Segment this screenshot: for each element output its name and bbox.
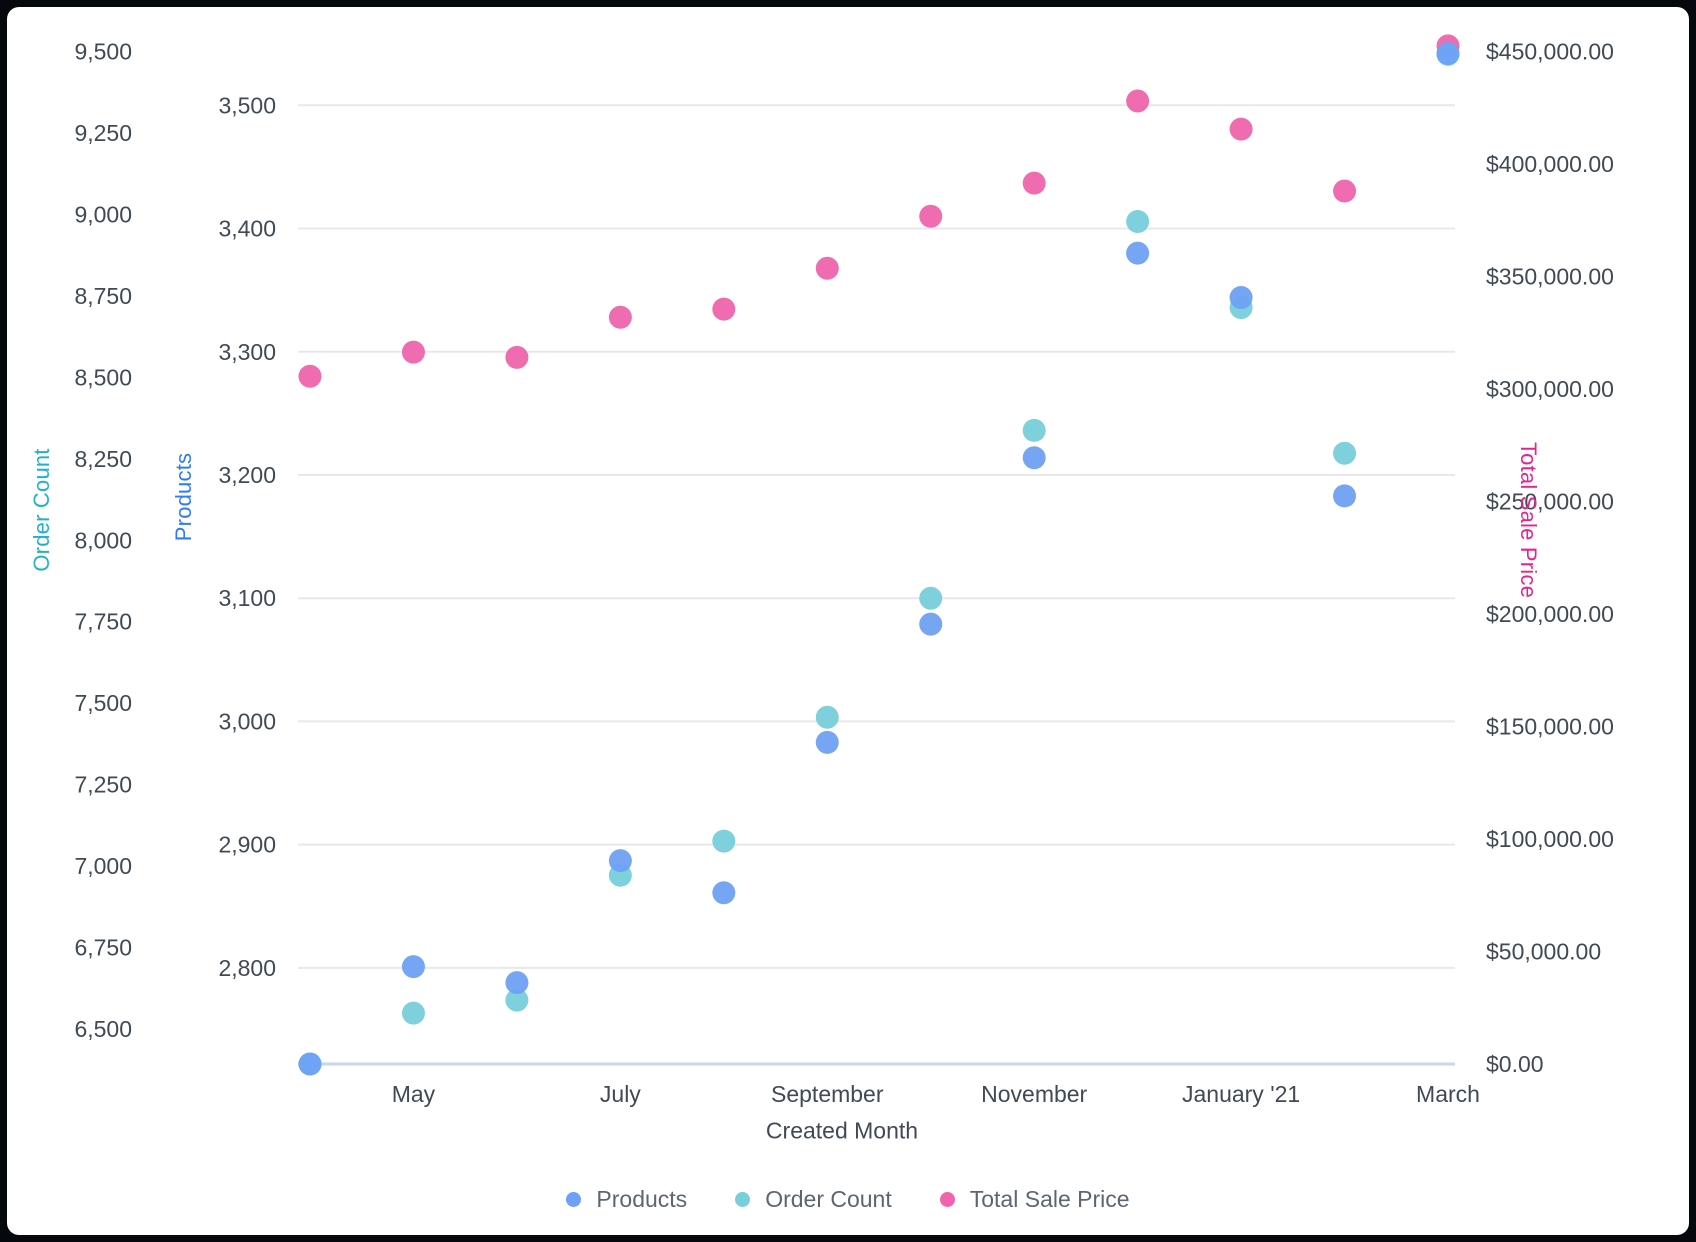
point-total-sale-price-august[interactable] — [712, 297, 736, 321]
point-products-march[interactable] — [1436, 42, 1460, 66]
point-order-count-may[interactable] — [401, 1001, 425, 1025]
y-tick-label-order-count: 7,500 — [74, 690, 132, 716]
point-products-september[interactable] — [815, 730, 839, 754]
y-tick-label-total-sale-price: $100,000.00 — [1486, 826, 1614, 852]
point-products-december[interactable] — [1126, 241, 1150, 265]
x-tick-label: March — [1416, 1081, 1480, 1107]
y-tick-label-total-sale-price: $0.00 — [1486, 1051, 1544, 1077]
y-tick-label-order-count: 6,750 — [74, 935, 132, 961]
y-tick-label-order-count: 6,500 — [74, 1016, 132, 1042]
legend-item-products[interactable]: Products — [566, 1186, 687, 1213]
point-total-sale-price-july[interactable] — [608, 305, 632, 329]
y-tick-label-order-count: 9,500 — [74, 38, 132, 64]
legend-label: Total Sale Price — [969, 1185, 1130, 1212]
point-total-sale-price-january-21[interactable] — [1229, 117, 1253, 141]
y-tick-label-order-count: 8,750 — [74, 283, 132, 309]
point-total-sale-price-june[interactable] — [505, 345, 529, 369]
point-products-july[interactable] — [608, 849, 632, 873]
x-axis-title: Created Month — [765, 1117, 919, 1144]
point-total-sale-price-october[interactable] — [919, 204, 943, 228]
legend-dot-products — [566, 1191, 582, 1207]
point-total-sale-price-may[interactable] — [401, 340, 425, 364]
point-products-november[interactable] — [1022, 446, 1046, 470]
point-products-february[interactable] — [1333, 484, 1357, 508]
point-total-sale-price-april[interactable] — [298, 364, 322, 388]
y-tick-label-products: 3,100 — [218, 585, 276, 611]
y-tick-label-order-count: 7,000 — [74, 853, 132, 879]
legend-dot-order-count — [735, 1191, 751, 1207]
y-tick-label-order-count: 9,000 — [74, 201, 132, 227]
point-total-sale-price-december[interactable] — [1126, 89, 1150, 113]
y-tick-label-products: 3,000 — [218, 708, 276, 734]
y-tick-label-total-sale-price: $300,000.00 — [1486, 376, 1614, 402]
y-tick-label-total-sale-price: $250,000.00 — [1486, 488, 1614, 514]
x-tick-label: January '21 — [1182, 1081, 1300, 1107]
y-tick-label-products: 3,500 — [218, 92, 276, 118]
point-total-sale-price-september[interactable] — [815, 256, 839, 280]
point-products-october[interactable] — [919, 612, 943, 636]
y-axis-title-order-count: Order Count — [29, 448, 54, 572]
point-order-count-august[interactable] — [712, 829, 736, 853]
y-tick-label-order-count: 8,500 — [74, 364, 132, 390]
y-tick-label-total-sale-price: $50,000.00 — [1486, 938, 1601, 964]
x-tick-label: November — [981, 1081, 1087, 1107]
point-order-count-december[interactable] — [1126, 210, 1150, 234]
y-axis-title-total-sale-price: Total Sale Price — [1516, 441, 1541, 599]
point-products-june[interactable] — [505, 971, 529, 995]
point-order-count-february[interactable] — [1333, 441, 1357, 465]
point-products-august[interactable] — [712, 881, 736, 905]
point-order-count-september[interactable] — [815, 705, 839, 729]
legend-item-total-sale-price[interactable]: Total Sale Price — [939, 1185, 1130, 1213]
y-tick-label-products: 3,200 — [218, 462, 276, 488]
point-total-sale-price-february[interactable] — [1333, 179, 1357, 203]
legend-label: Order Count — [765, 1185, 892, 1212]
x-tick-label: September — [771, 1081, 884, 1107]
y-tick-label-order-count: 8,250 — [74, 446, 132, 472]
x-tick-label: May — [392, 1081, 436, 1107]
y-tick-label-total-sale-price: $400,000.00 — [1486, 151, 1614, 177]
x-tick-label: July — [600, 1081, 641, 1107]
chart-card — [7, 7, 1689, 1235]
y-tick-label-products: 2,800 — [218, 955, 276, 981]
point-total-sale-price-november[interactable] — [1022, 171, 1046, 195]
legend-label: Products — [596, 1185, 688, 1212]
legend: Products Order Count Total Sale Price — [0, 1178, 1696, 1220]
point-products-may[interactable] — [401, 955, 425, 979]
point-products-april[interactable] — [298, 1052, 322, 1076]
y-tick-label-order-count: 7,250 — [74, 772, 132, 798]
y-tick-label-products: 2,900 — [218, 832, 276, 858]
legend-dot-total-sale-price — [939, 1191, 955, 1207]
y-tick-label-total-sale-price: $450,000.00 — [1486, 38, 1614, 64]
point-products-january-21[interactable] — [1229, 286, 1253, 310]
y-axis-title-products: Products — [171, 452, 196, 542]
y-tick-label-order-count: 7,750 — [74, 609, 132, 635]
y-tick-label-order-count: 8,000 — [74, 527, 132, 553]
y-tick-label-total-sale-price: $200,000.00 — [1486, 601, 1614, 627]
y-tick-label-total-sale-price: $350,000.00 — [1486, 263, 1614, 289]
point-order-count-june[interactable] — [505, 988, 529, 1012]
point-order-count-november[interactable] — [1022, 418, 1046, 442]
y-tick-label-order-count: 9,250 — [74, 120, 132, 146]
legend-item-order-count[interactable]: Order Count — [735, 1186, 892, 1213]
y-tick-label-products: 3,400 — [218, 216, 276, 242]
y-tick-label-total-sale-price: $150,000.00 — [1486, 713, 1614, 739]
y-tick-label-products: 3,300 — [218, 339, 276, 365]
point-order-count-october[interactable] — [919, 586, 943, 610]
